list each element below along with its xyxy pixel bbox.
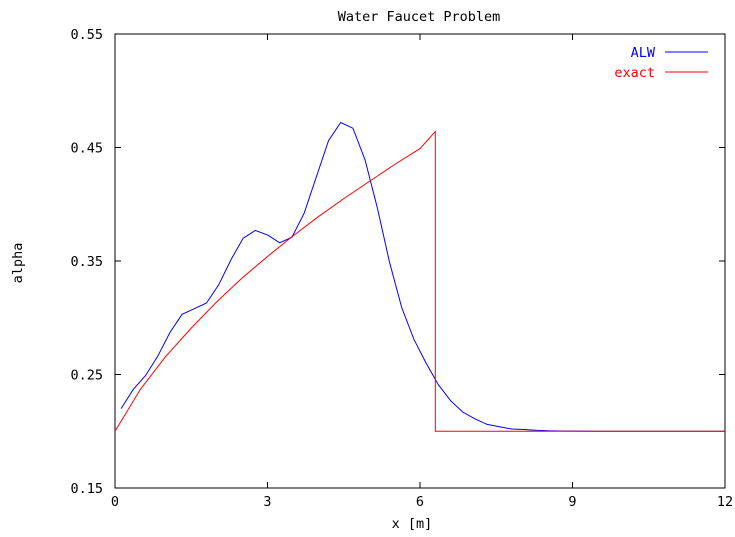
y-axis-label: alpha	[10, 243, 26, 284]
y-tick-label: 0.35	[70, 254, 103, 270]
y-tick-label: 0.45	[70, 141, 103, 157]
y-tick-label: 0.15	[70, 481, 103, 497]
x-axis-label: x [m]	[392, 516, 433, 532]
x-tick-label: 12	[717, 494, 733, 510]
x-tick-label: 6	[416, 494, 424, 510]
series-line-exact	[114, 130, 725, 432]
legend-label-ALW: ALW	[631, 45, 656, 61]
plot-area-frame	[114, 33, 726, 489]
y-tick-label: 0.25	[70, 368, 103, 384]
chart-title: Water Faucet Problem	[338, 9, 501, 25]
legend-label-exact: exact	[614, 65, 655, 81]
legend: ALW exact	[614, 45, 708, 81]
x-tick-label: 0	[111, 494, 119, 510]
x-tick-label: 9	[568, 494, 576, 510]
series-line-ALW	[120, 121, 725, 432]
axis-ticks: 0 3 6 9 12 0.15 0.25 0.35 0.45 0.55	[70, 27, 733, 510]
series-lines	[114, 121, 725, 432]
y-tick-label: 0.55	[70, 27, 103, 43]
x-tick-label: 3	[263, 494, 271, 510]
